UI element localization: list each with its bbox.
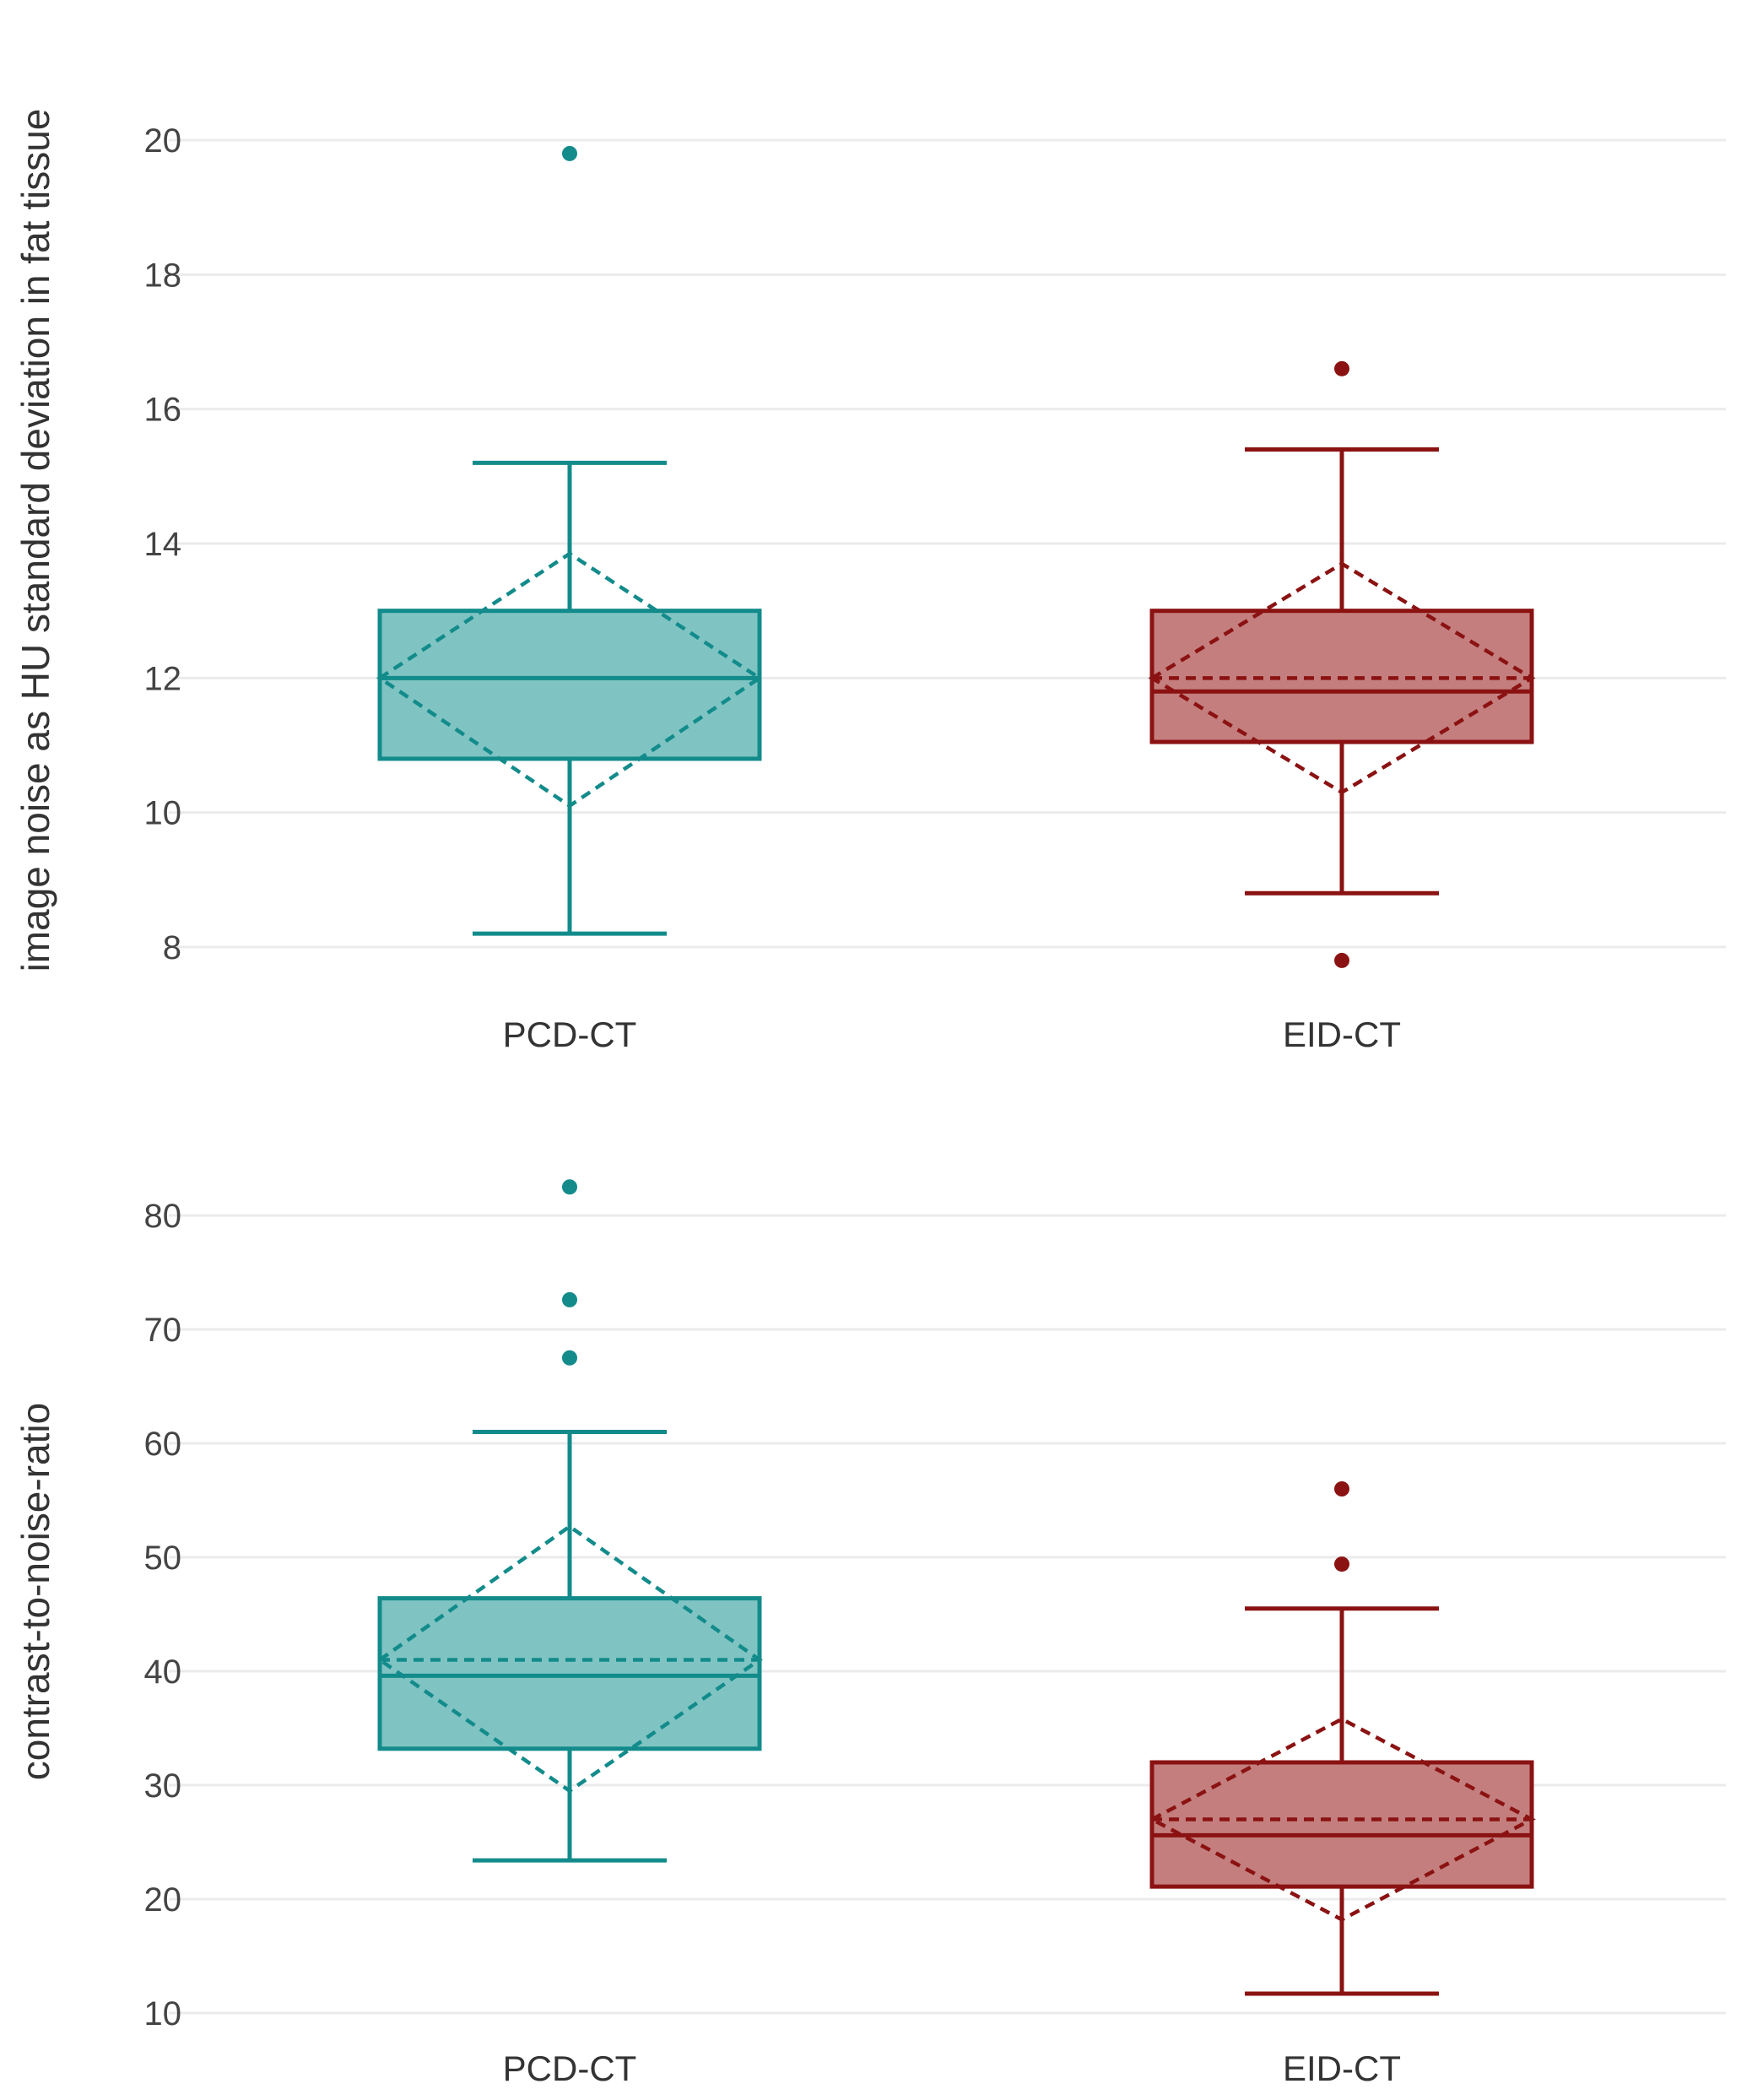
iqr-box (377, 1596, 762, 1751)
x-category-label: PCD-CT (503, 1015, 637, 1054)
y-tick-label: 60 (144, 1426, 182, 1463)
y-axis-label: contrast-to-noise-ratio (14, 1403, 57, 1780)
y-tick-label: 18 (144, 257, 182, 294)
cnr-panel: 10 20 30 40 50 60 70 80 contrast-to-noise-ratio P… (14, 1179, 1726, 2088)
outlier-point (1334, 1556, 1349, 1572)
x-category-label: EID-CT (1283, 2049, 1401, 2088)
outlier-point (562, 145, 577, 161)
y-tick-label: 20 (144, 1881, 182, 1919)
y-tick-label: 16 (144, 392, 182, 429)
image-noise-panel: 8 10 12 14 16 18 20 image noise as HU standard … (14, 109, 1726, 1054)
outlier-point (1334, 360, 1349, 376)
y-tick-label: 20 (144, 122, 182, 160)
y-tick-label: 50 (144, 1540, 182, 1577)
y-tick-label: 14 (144, 526, 182, 563)
outlier-point (562, 1291, 577, 1307)
iqr-box (1149, 1760, 1534, 1889)
outlier-point (562, 1179, 577, 1195)
y-tick-label: 12 (144, 660, 182, 697)
y-tick-label: 40 (144, 1653, 182, 1691)
x-category-label: EID-CT (1283, 1015, 1401, 1054)
outlier-point (562, 1350, 577, 1366)
y-tick-label: 10 (144, 1995, 182, 2032)
outlier-point (1334, 952, 1349, 968)
y-tick-label: 10 (144, 795, 182, 832)
outlier-point (1334, 1481, 1349, 1497)
y-tick-label: 30 (144, 1767, 182, 1805)
x-category-label: PCD-CT (503, 2049, 637, 2088)
iqr-box (377, 609, 762, 761)
y-tick-label: 8 (163, 929, 181, 966)
y-tick-label: 80 (144, 1198, 182, 1235)
y-axis-label: image noise as HU standard deviation in … (14, 109, 57, 972)
y-tick-label: 70 (144, 1312, 182, 1349)
